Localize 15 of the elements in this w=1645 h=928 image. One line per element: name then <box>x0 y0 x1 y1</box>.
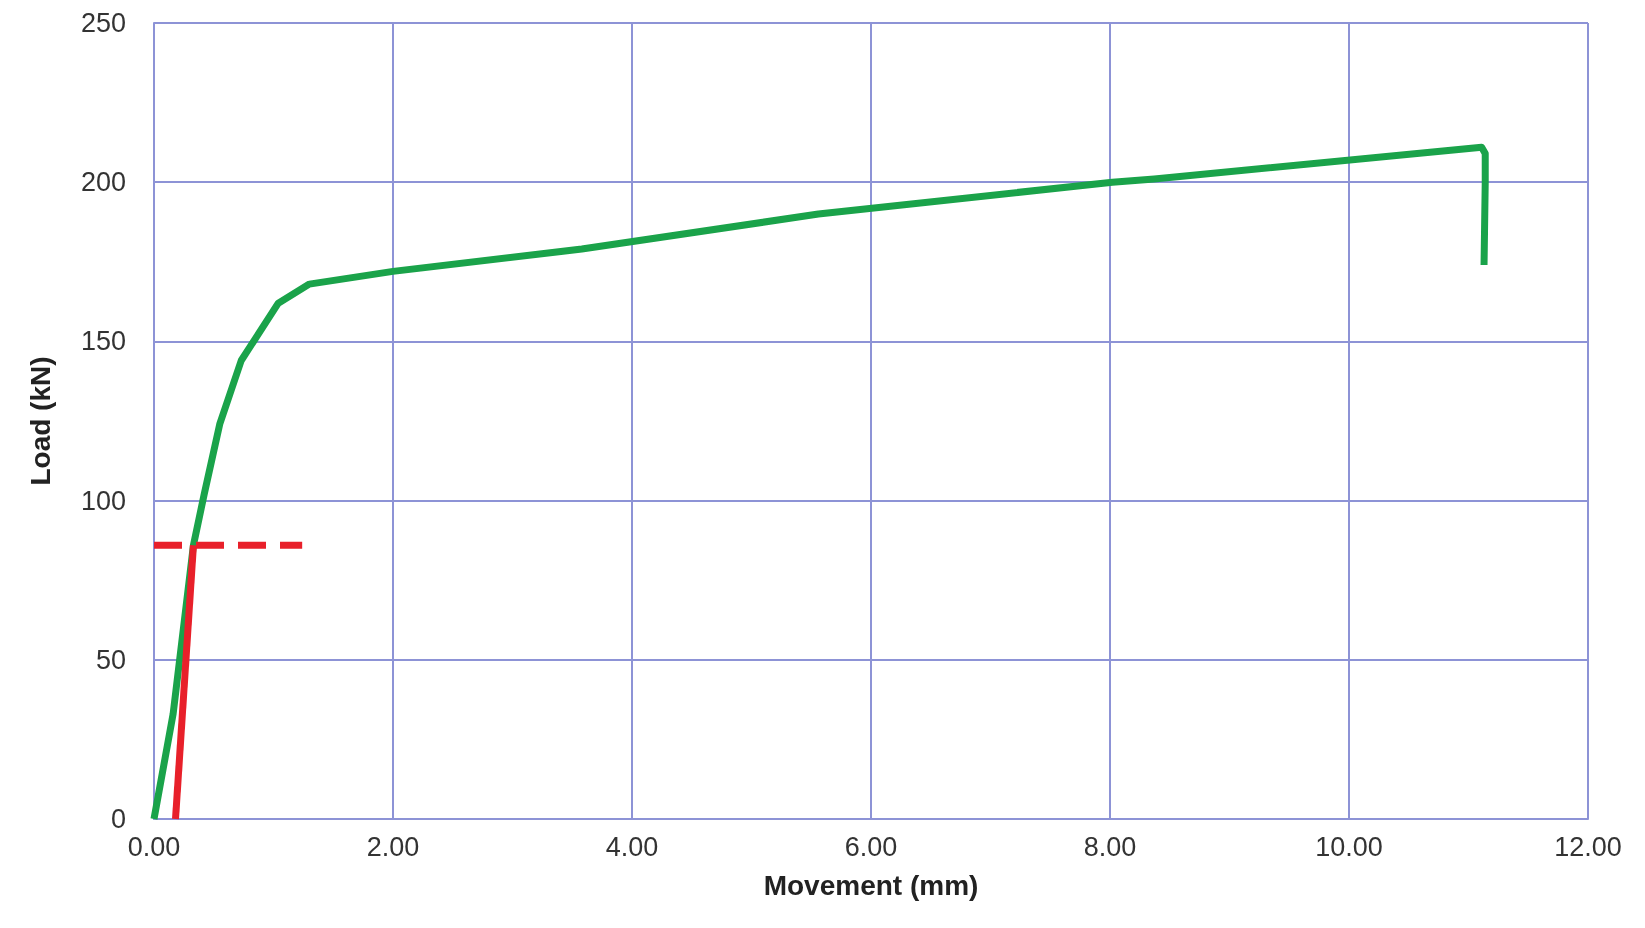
x-tick-label: 2.00 <box>366 831 420 862</box>
y-tick-label: 50 <box>95 644 126 675</box>
x-tick-label: 4.00 <box>605 831 659 862</box>
x-axis-title: Movement (mm) <box>763 869 979 901</box>
x-tick-label: 12.00 <box>1554 831 1622 862</box>
x-tick-label: 0.00 <box>127 831 181 862</box>
y-tick-label: 250 <box>80 8 126 38</box>
x-tick-label: 10.00 <box>1315 831 1383 862</box>
y-axis-title: Load (kN) <box>24 356 56 486</box>
y-tick-label: 0 <box>110 804 126 834</box>
y-tick-label: 200 <box>80 167 126 198</box>
x-tick-label: 6.00 <box>844 831 898 862</box>
y-tick-label: 100 <box>80 485 126 516</box>
x-tick-label: 8.00 <box>1083 831 1137 862</box>
y-tick-label: 150 <box>80 326 126 357</box>
